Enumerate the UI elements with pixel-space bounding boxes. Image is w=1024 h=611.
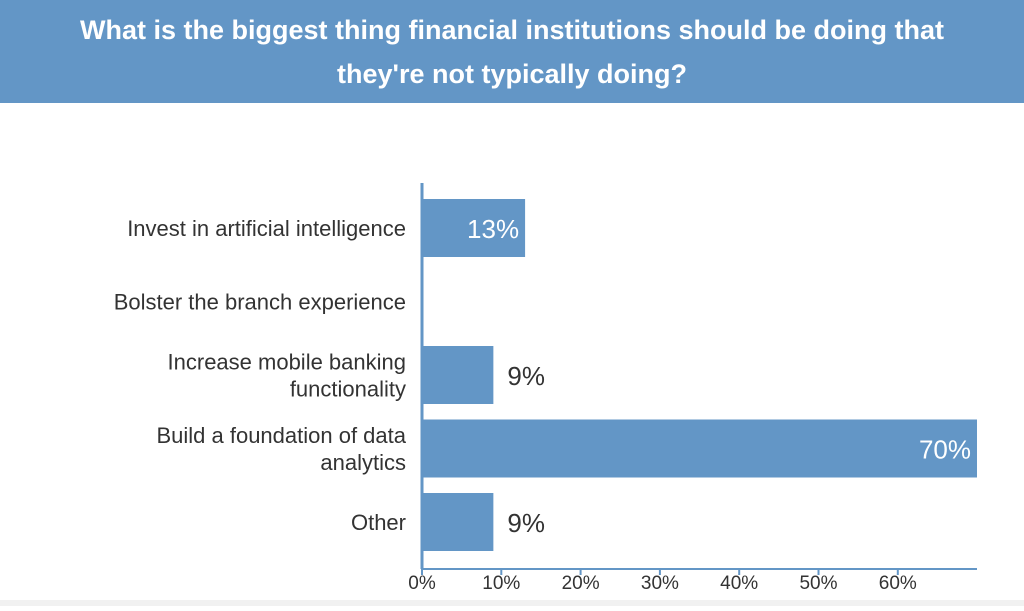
chart-title-banner: What is the biggest thing financial inst… bbox=[0, 0, 1024, 103]
chart-title: What is the biggest thing financial inst… bbox=[80, 14, 944, 89]
chart-area: Invest in artificial intelligence 13% Bols… bbox=[0, 103, 1024, 606]
data-label-4: 70% bbox=[919, 435, 971, 465]
data-label-5: 9% bbox=[507, 508, 545, 538]
bar-5 bbox=[422, 493, 494, 551]
x-tick-label-30: 30% bbox=[641, 573, 679, 594]
category-label-1: Invest in artificial intelligence bbox=[127, 216, 406, 241]
data-label-1: 13% bbox=[467, 214, 519, 244]
data-label-3: 9% bbox=[507, 361, 545, 391]
x-tick-label-10: 10% bbox=[482, 573, 520, 594]
category-label-5: Other bbox=[351, 510, 406, 535]
x-tick-label-60: 60% bbox=[879, 573, 917, 594]
x-tick-label-20: 20% bbox=[562, 573, 600, 594]
category-label-2: Bolster the branch experience bbox=[114, 290, 406, 315]
bar-3 bbox=[422, 346, 494, 404]
category-label-3: Increase mobile banking functionality bbox=[168, 350, 406, 402]
bottom-divider bbox=[0, 600, 1024, 606]
x-tick-label-40: 40% bbox=[720, 573, 758, 594]
bar-1 bbox=[422, 199, 526, 257]
x-tick-label-0: 0% bbox=[408, 573, 436, 594]
category-label-4: Build a foundation of data analytics bbox=[156, 423, 406, 475]
x-tick-label-50: 50% bbox=[799, 573, 837, 594]
bar-chart: Invest in artificial intelligence 13% Bols… bbox=[114, 183, 977, 594]
bar-4 bbox=[422, 419, 977, 478]
